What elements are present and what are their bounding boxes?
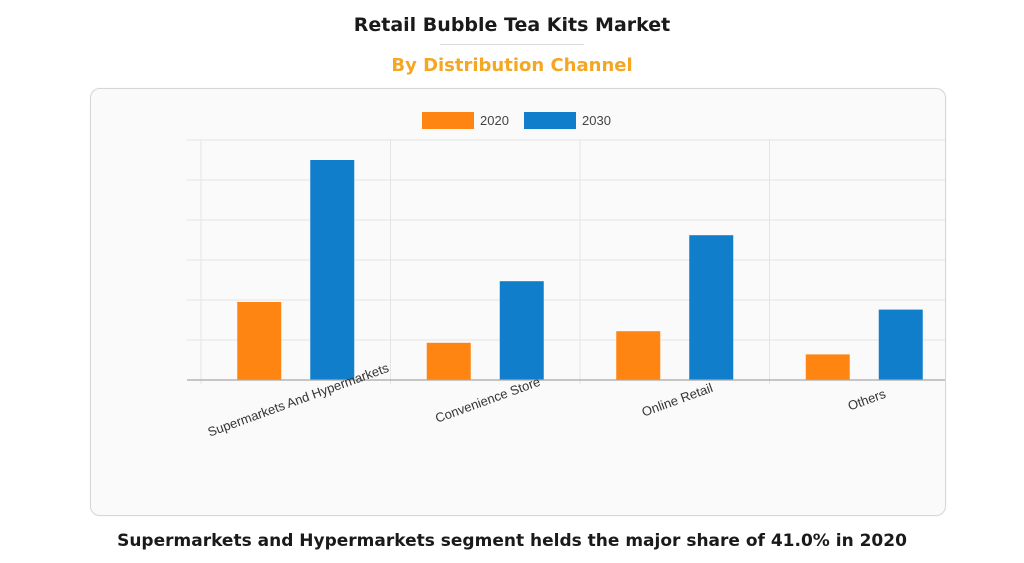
bar-2020-convenience-store[interactable] (426, 342, 471, 380)
x-tick-label: Others (846, 386, 888, 414)
bar-2030-online-retail[interactable] (689, 235, 734, 380)
bar-2030-supermarkets-and-hypermarkets[interactable] (310, 160, 355, 380)
chart-title: Retail Bubble Tea Kits Market (353, 14, 671, 36)
x-tick-label: Convenience Store (433, 374, 542, 426)
legend-swatch (422, 112, 474, 129)
legend-item-2020[interactable]: 2020 (422, 112, 509, 129)
bar-2020-supermarkets-and-hypermarkets[interactable] (237, 302, 282, 380)
x-tick-label: Supermarkets And Hypermarkets (206, 360, 392, 440)
legend-swatch (524, 112, 576, 129)
bar-2020-others[interactable] (805, 354, 850, 380)
legend-label: 2020 (480, 113, 509, 128)
chart-card: Supermarkets And Hypermarkets Convenience… (90, 88, 946, 516)
bar-2020-online-retail[interactable] (616, 331, 661, 380)
title-divider (440, 44, 584, 45)
bar-2030-others[interactable] (878, 309, 923, 380)
chart-subtitle: By Distribution Channel (391, 55, 633, 76)
legend-item-2030[interactable]: 2030 (524, 112, 611, 129)
x-tick-label: Online Retail (640, 380, 715, 420)
chart-caption: Supermarkets and Hypermarkets segment he… (117, 531, 907, 551)
legend-label: 2030 (582, 113, 611, 128)
bar-2030-convenience-store[interactable] (499, 281, 544, 380)
bar-chart: Supermarkets And Hypermarkets Convenience… (187, 112, 945, 440)
